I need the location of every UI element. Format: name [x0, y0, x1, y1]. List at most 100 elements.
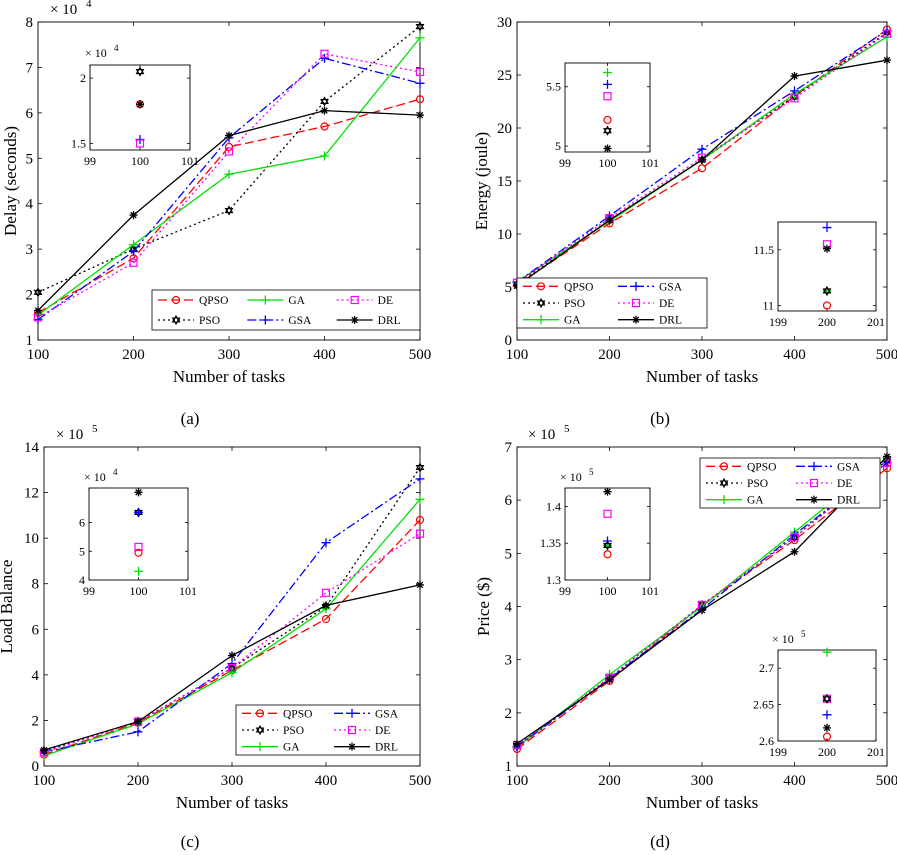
inset-point-gsa [603, 79, 612, 89]
data-point-drl [225, 131, 233, 140]
legend-marker-drl [348, 742, 356, 751]
legend-entry-de: DE [659, 298, 674, 310]
x-tick-label: 300 [218, 347, 241, 363]
legend-marker-pso [255, 724, 265, 736]
legend-entry-ga: GA [747, 495, 764, 507]
y-tick-label: 5 [505, 280, 513, 296]
series-line-de [516, 33, 888, 284]
inset-point-qpso [822, 301, 832, 310]
x-tick-label: 100 [506, 773, 529, 789]
legend-marker-de [350, 295, 359, 305]
panel-label-c: (c) [181, 832, 200, 851]
legend-marker-de [631, 298, 641, 308]
data-point-qpso [224, 142, 234, 152]
inset-point-ga [822, 647, 832, 657]
x-tick-label: 300 [691, 347, 714, 363]
legend-marker-ga [255, 742, 265, 752]
y-tick-label: 15 [497, 174, 512, 190]
axis-exponent-power: 5 [92, 423, 98, 435]
y-tick-label: 6 [32, 622, 40, 638]
y-tick-label: 0 [505, 333, 513, 349]
series-line-de [37, 53, 421, 318]
legend-marker-de [809, 478, 819, 488]
legend-marker-de [347, 725, 357, 735]
legend-marker-ga [260, 295, 270, 305]
y-tick-label: 8 [26, 15, 34, 31]
inset-point-qpso [822, 732, 832, 741]
y-tick-label: 3 [505, 653, 513, 669]
series-line-qpso [43, 519, 421, 756]
y-axis-label: Energy (joule) [472, 132, 491, 230]
inset-point-drl [603, 487, 612, 496]
data-point-de [415, 67, 425, 77]
legend-marker-pso [171, 314, 181, 326]
data-point-pso [415, 21, 425, 32]
legend-entry-gsa: GSA [375, 708, 399, 720]
data-point-qpso [415, 515, 425, 525]
data-point-gsa [321, 538, 331, 548]
data-point-ga [320, 151, 329, 161]
axis-exponent: × 10 [50, 2, 77, 18]
x-tick-label: 100 [506, 347, 529, 363]
axis-exponent: × 10 [528, 427, 555, 443]
legend-entry-pso: PSO [564, 298, 585, 310]
data-point-qpso [320, 122, 329, 131]
inset-exponent: × 10 [772, 632, 794, 646]
x-tick-label: 500 [876, 773, 897, 789]
legend-marker-qpso [171, 295, 181, 305]
legend: QPSO GA DE PSO GSA DRL [151, 289, 421, 331]
legend-entry-drl: DRL [837, 495, 860, 507]
legend-entry-ga: GA [283, 742, 300, 754]
x-tick-label: 400 [315, 773, 338, 789]
data-point-de [224, 147, 234, 156]
data-point-gsa [320, 53, 329, 63]
inset-point-drl [134, 488, 143, 497]
y-tick-label: 4 [32, 668, 40, 684]
y-tick-label: 10 [24, 531, 39, 547]
data-point-gsa [133, 727, 143, 737]
x-axis-label: Number of tasks [173, 367, 285, 386]
x-tick-label: 200 [122, 347, 145, 363]
inset-point-gsa [822, 710, 832, 720]
inset-x-tick-label: 199 [769, 745, 787, 759]
data-point-pso [320, 96, 329, 107]
y-tick-label: 14 [24, 440, 40, 456]
y-tick-label: 12 [24, 486, 39, 502]
inset-point-de [603, 92, 612, 101]
data-point-de [790, 533, 799, 542]
data-point-drl [40, 746, 48, 755]
x-tick-label: 400 [783, 347, 806, 363]
y-tick-label: 0 [32, 759, 40, 775]
inset-1: 99 100 101 1.5 2 × 10 4 [71, 43, 199, 168]
inset-y-tick-label: 11.5 [753, 243, 774, 257]
data-point-de [415, 529, 425, 538]
inset-x-tick-label: 200 [818, 745, 836, 759]
inset-point-qpso [603, 550, 612, 559]
legend-entry-qpso: QPSO [564, 281, 593, 293]
x-tick-label: 400 [313, 347, 336, 363]
data-point-de [320, 49, 329, 58]
inset-exponent: × 10 [560, 470, 582, 484]
inset-y-tick-label: 1.5 [71, 136, 86, 150]
x-tick-label: 300 [691, 773, 714, 789]
panel-c: 100 200 300 400 500 0 2 4 6 8 10 12 14 Number of task… [0, 423, 431, 851]
data-point-qpso [415, 95, 425, 104]
x-tick-label: 200 [598, 347, 621, 363]
data-point-drl [883, 56, 891, 65]
series-line-de [43, 533, 421, 753]
legend-entry-ga: GA [564, 315, 581, 327]
y-tick-label: 6 [505, 493, 513, 509]
inset-x-tick-label: 101 [181, 154, 199, 168]
data-point-de [790, 94, 799, 103]
legend-entry-gsa: GSA [659, 281, 683, 293]
x-tick-label: 100 [33, 773, 56, 789]
data-point-drl [605, 675, 614, 684]
inset-y-tick-label: 2.6 [759, 734, 774, 748]
y-tick-label: 6 [26, 106, 34, 122]
inset-point-drl [823, 723, 831, 732]
inset-y-tick-label: 1.3 [546, 573, 561, 587]
inset-exponent: × 10 [85, 46, 107, 60]
chart-c: 100 200 300 400 500 0 2 4 6 8 10 12 14 Number of task… [0, 423, 431, 812]
